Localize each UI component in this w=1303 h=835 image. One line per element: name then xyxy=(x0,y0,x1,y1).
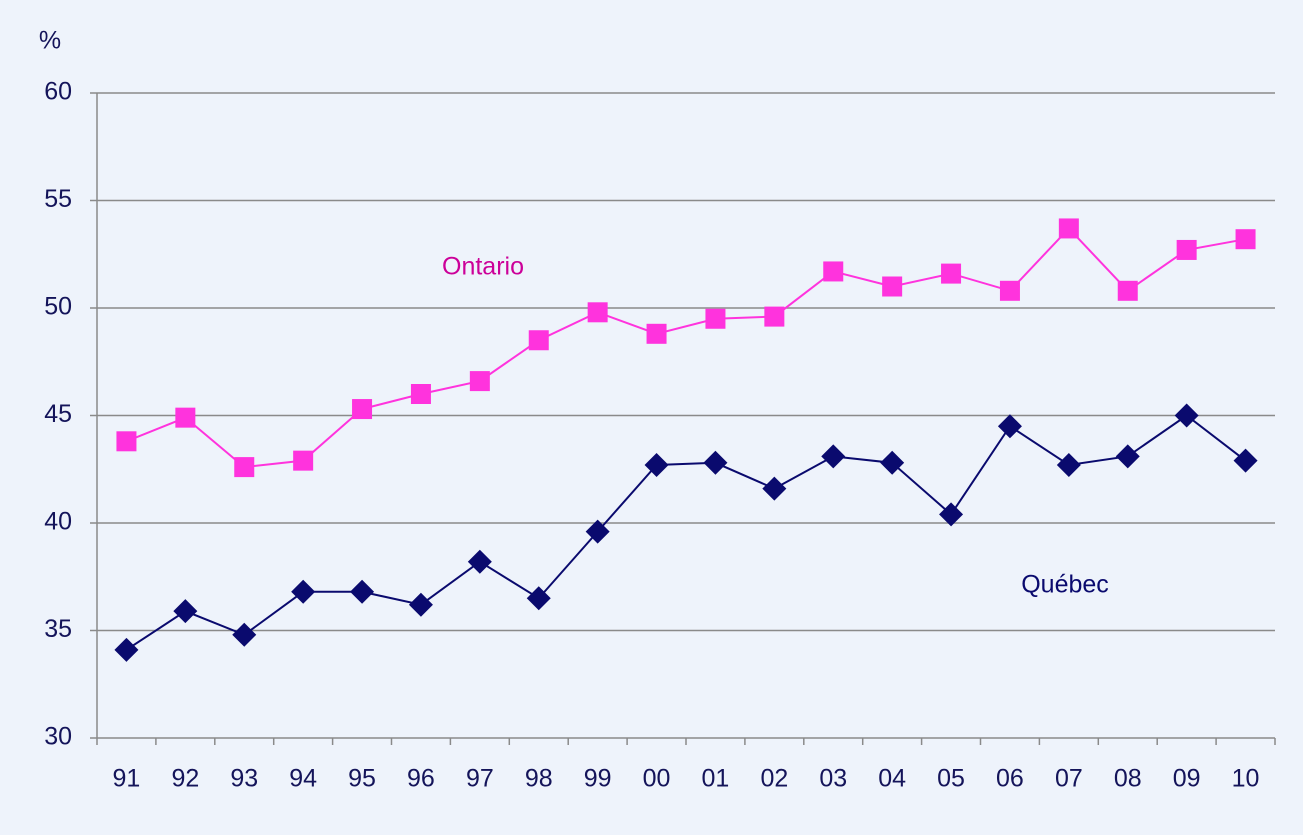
marker xyxy=(232,622,257,647)
x-tick-label: 96 xyxy=(407,765,435,793)
y-tick-label: 30 xyxy=(44,723,72,751)
marker xyxy=(882,276,903,297)
x-tick-label: 08 xyxy=(1114,765,1142,793)
marker xyxy=(469,371,490,392)
marker xyxy=(1174,403,1199,428)
marker xyxy=(646,323,667,344)
marker xyxy=(1115,444,1140,469)
marker xyxy=(1235,229,1256,250)
marker xyxy=(587,302,608,323)
x-tick-label: 06 xyxy=(996,765,1024,793)
x-tick-label: 97 xyxy=(466,765,494,793)
marker xyxy=(410,384,431,404)
marker xyxy=(350,579,375,604)
y-tick-label: 45 xyxy=(44,400,72,428)
x-tick-label: 07 xyxy=(1055,765,1083,793)
marker xyxy=(764,306,785,327)
x-tick-label: 99 xyxy=(584,765,612,793)
marker xyxy=(293,450,314,471)
marker xyxy=(291,579,316,604)
marker xyxy=(880,450,905,475)
y-tick-label: 55 xyxy=(44,185,72,213)
x-tick-label: 93 xyxy=(230,765,258,793)
series-line xyxy=(126,226,1246,469)
marker xyxy=(823,261,844,282)
marker xyxy=(467,549,492,574)
marker xyxy=(1058,218,1079,239)
x-tick-label: 98 xyxy=(525,765,553,793)
marker xyxy=(941,263,962,284)
y-tick-label: 35 xyxy=(44,615,72,643)
marker xyxy=(408,592,433,617)
marker xyxy=(644,452,669,477)
marker xyxy=(116,431,137,452)
x-tick-label: 03 xyxy=(819,765,847,793)
marker xyxy=(114,637,139,662)
marker xyxy=(999,280,1020,301)
marker xyxy=(762,476,787,501)
marker xyxy=(997,414,1022,439)
y-axis-label: % xyxy=(39,27,61,55)
x-tick-label: 94 xyxy=(289,765,317,793)
x-tick-label: 01 xyxy=(702,765,730,793)
y-tick-label: 60 xyxy=(44,78,72,106)
x-tick-label: 10 xyxy=(1232,765,1260,793)
y-tick-label: 40 xyxy=(44,508,72,536)
marker xyxy=(234,457,255,478)
x-tick-label: 04 xyxy=(878,765,906,793)
marker xyxy=(173,599,198,624)
marker xyxy=(585,519,610,544)
marker xyxy=(175,407,196,428)
marker xyxy=(703,450,728,475)
marker xyxy=(352,399,373,420)
x-tick-label: 95 xyxy=(348,765,376,793)
marker xyxy=(528,330,549,351)
marker xyxy=(1056,452,1081,477)
x-tick-label: 92 xyxy=(171,765,199,793)
x-tick-label: 00 xyxy=(643,765,671,793)
x-tick-label: 09 xyxy=(1173,765,1201,793)
marker xyxy=(526,586,551,611)
marker xyxy=(821,444,846,469)
marker xyxy=(939,502,964,527)
marker xyxy=(1117,280,1138,301)
x-tick-label: 91 xyxy=(113,765,141,793)
x-tick-label: 02 xyxy=(760,765,788,793)
y-tick-label: 50 xyxy=(44,293,72,321)
x-tick-label: 05 xyxy=(937,765,965,793)
marker xyxy=(1176,239,1197,260)
marker xyxy=(705,308,726,329)
series-label: Québec xyxy=(1021,571,1109,599)
marker xyxy=(1233,448,1258,473)
series-label: Ontario xyxy=(442,253,524,281)
